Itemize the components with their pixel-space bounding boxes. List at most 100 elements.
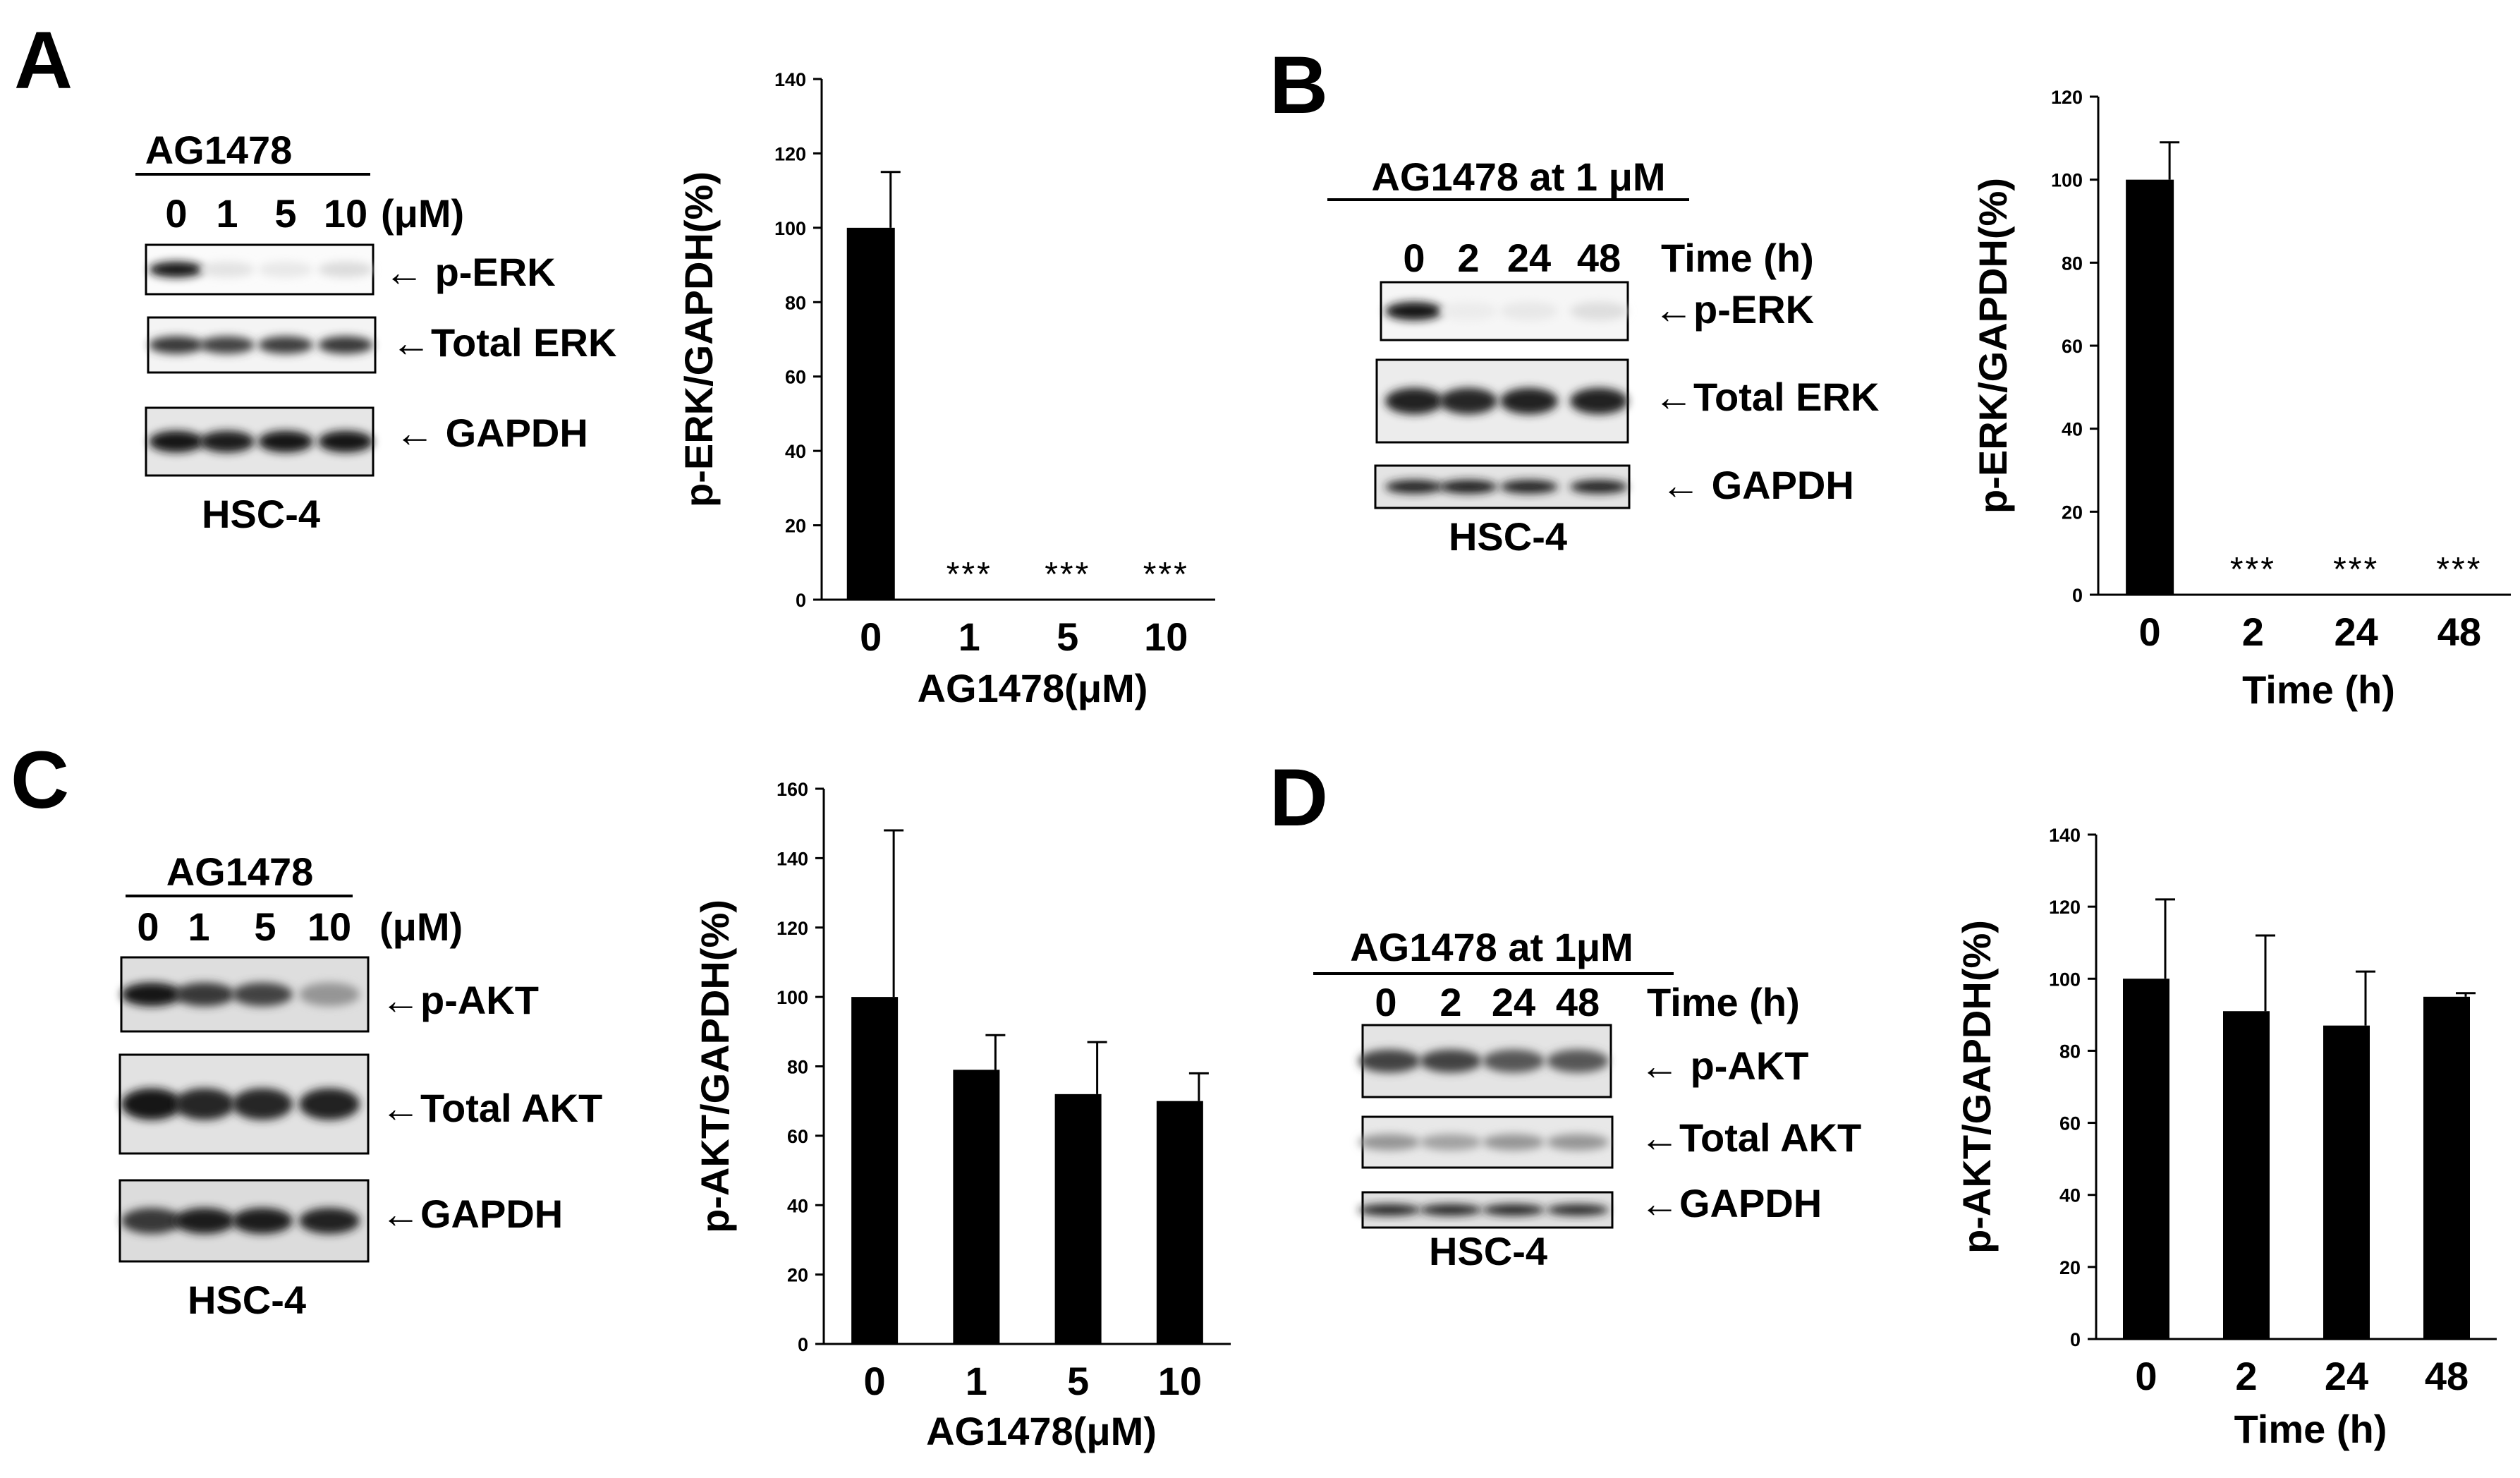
blot-a-band-0-2 (258, 261, 313, 278)
blot-d-band-1-2 (1483, 1134, 1545, 1151)
blot-a-band-1-2 (258, 336, 313, 354)
chart-a-ylabel: p-ERK/GAPDH(%) (676, 171, 721, 507)
blot-b-band-0-2 (1500, 301, 1558, 321)
blot-b-band-1-3 (1570, 387, 1628, 415)
blot-panel-a: AG1478 0 1 5 10 (μM) ← p-ERK ←Total ERK … (135, 128, 616, 536)
blot-c-band-1-2 (232, 1088, 293, 1120)
blot-c-band-0-0 (121, 982, 182, 1007)
blot-a-band-2-0 (149, 430, 204, 453)
chart-c-bar-1 (953, 1070, 1000, 1344)
blot-a-band-label-2: ← GAPDH (395, 411, 588, 455)
blot-b-strip-2 (1374, 464, 1631, 509)
blot-b-band-2-3 (1570, 480, 1628, 494)
chart-d-ytick-label-5: 100 (2049, 969, 2081, 990)
blot-c-band-2-2 (232, 1208, 293, 1234)
chart-c-ytick-label-8: 160 (777, 779, 808, 800)
blot-b-band-label-2: ← GAPDH (1661, 463, 1854, 507)
chart-c-xtick-label-1: 1 (966, 1359, 987, 1403)
chart-a-ytick-label-4: 80 (785, 292, 806, 313)
blot-d-cell-line: HSC-4 (1429, 1229, 1547, 1273)
chart-a-ytick-label-7: 140 (774, 69, 806, 90)
blot-b-treatment: AG1478 at 1 μM (1371, 155, 1665, 199)
blot-a-band-1-3 (318, 336, 373, 354)
chart-d-ytick-label-3: 60 (2059, 1113, 2081, 1134)
chart-b-bar-0 (2126, 179, 2174, 595)
blot-c-strip-1 (118, 1053, 370, 1155)
blot-d-band-label-1: ←Total AKT (1640, 1115, 1861, 1160)
blot-a-band-2-1 (200, 430, 255, 453)
blot-a-band-1-1 (200, 336, 255, 354)
blot-c-strip-2 (118, 1179, 370, 1263)
blot-d-unit: Time (h) (1647, 980, 1800, 1024)
blot-c-cell-line: HSC-4 (188, 1278, 306, 1322)
blot-c-lane-0: 0 (137, 904, 159, 949)
chart-b-ytick-label-5: 100 (2051, 170, 2083, 191)
blot-a-band-1-0 (149, 336, 204, 354)
blot-a-strip-2 (145, 406, 375, 477)
chart-a-ytick-label-3: 60 (785, 367, 806, 388)
blot-d-band-2-1 (1420, 1204, 1482, 1216)
blot-a-treatment: AG1478 (145, 128, 293, 172)
blot-c-band-0-2 (232, 982, 293, 1007)
blot-d-band-1-0 (1358, 1134, 1420, 1151)
blot-d-lane-3: 48 (1556, 980, 1600, 1024)
blot-a-band-2-2 (258, 430, 313, 453)
chart-c-ytick-label-3: 60 (787, 1126, 808, 1147)
chart-a-significance-2: *** (1045, 556, 1090, 593)
chart-b-xtick-label-0: 0 (2139, 610, 2161, 654)
chart-c-ytick-label-1: 20 (787, 1265, 808, 1286)
chart-d-ytick-label-7: 140 (2049, 825, 2081, 846)
chart-b-ytick-label-3: 60 (2062, 336, 2083, 357)
blot-b-lane-2: 24 (1507, 236, 1551, 280)
chart-a-bar-0 (846, 227, 895, 600)
chart-c-xtick-label-0: 0 (864, 1359, 886, 1403)
chart-c-bar-0 (851, 997, 899, 1344)
blot-c-lane-3: 10 (308, 904, 351, 949)
chart-a-significance-3: *** (1143, 556, 1189, 593)
blot-c-band-0-1 (174, 982, 235, 1007)
blot-b-band-2-0 (1385, 480, 1443, 494)
blot-c-treatment: AG1478 (166, 849, 314, 894)
blot-c-band-2-3 (299, 1208, 360, 1234)
chart-b-ytick-label-1: 20 (2062, 502, 2083, 523)
blot-d-band-0-1 (1420, 1049, 1482, 1073)
blot-a-band-label-0: ← p-ERK (384, 250, 556, 294)
chart-a-xtick-label-1: 1 (958, 614, 980, 659)
blot-panel-c: AG1478 0 1 5 10 (μM) ←p-AKT ←Total AKT ←… (118, 849, 602, 1322)
blot-c-band-0-3 (299, 982, 360, 1007)
blot-a-band-0-3 (318, 261, 373, 278)
chart-b-significance-3: *** (2436, 551, 2482, 588)
charts: 0204060801001201400***1***5***10AG1478(μ… (676, 69, 2511, 1453)
blot-b-band-2-2 (1500, 480, 1558, 494)
chart-a-ytick-label-5: 100 (774, 218, 806, 239)
chart-d-bar-2 (2323, 1025, 2370, 1339)
panel-letter-b: B (1270, 40, 1328, 131)
chart-b-ytick-label-0: 0 (2072, 585, 2083, 606)
panel-letter-c: C (11, 735, 69, 825)
chart-c-bar-3 (1156, 1101, 1203, 1344)
chart-b-xtick-label-2: 24 (2334, 610, 2378, 654)
chart-b-xtick-label-1: 2 (2242, 610, 2264, 654)
chart-a-significance-1: *** (946, 556, 992, 593)
chart-d-ylabel: p-AKT/GAPDH(%) (1954, 920, 1999, 1254)
chart-b-xlabel: Time (h) (2242, 667, 2395, 712)
blot-d-band-1-1 (1420, 1134, 1482, 1151)
blot-b-lane-3: 48 (1577, 236, 1621, 280)
blot-c-band-1-1 (174, 1088, 235, 1120)
chart-d: 0 20 40 60 80 100 120 140 0 2 24 48 Time (h) p-AKT/GA… (1954, 825, 2497, 1451)
chart-a-xtick-label-2: 5 (1057, 614, 1078, 659)
chart-b-ytick-label-6: 120 (2051, 87, 2083, 108)
blot-a-band-0-1 (200, 261, 255, 278)
chart-a-ytick-label-1: 20 (785, 516, 806, 537)
blot-c-band-2-1 (174, 1208, 235, 1234)
chart-b-ylabel: p-ERK/GAPDH(%) (1971, 178, 2015, 514)
blot-a-lane-3: 10 (324, 191, 367, 236)
chart-a-xtick-label-0: 0 (860, 614, 882, 659)
chart-c-ytick-label-5: 100 (777, 987, 808, 1008)
chart-a-xtick-label-3: 10 (1144, 614, 1188, 659)
chart-d-ytick-label-4: 80 (2059, 1041, 2081, 1062)
chart-d-xtick-label-3: 48 (2425, 1354, 2469, 1398)
blot-d-lane-0: 0 (1375, 980, 1396, 1024)
